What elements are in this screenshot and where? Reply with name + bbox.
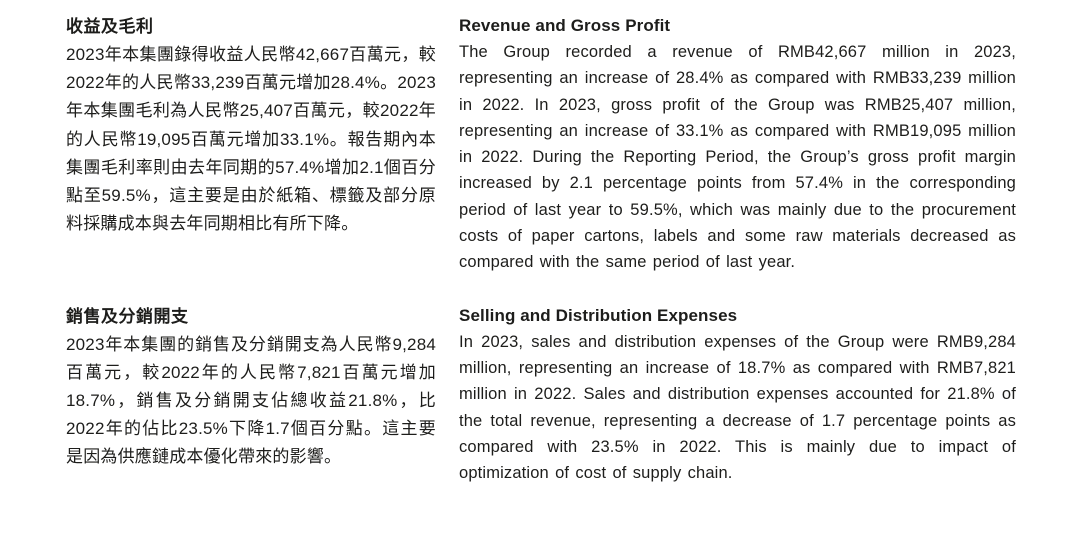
section-revenue-gross-profit-zh: 收益及毛利 2023年本集團錄得收益人民幣42,667百萬元，較2022年的人民… — [66, 13, 436, 276]
section-heading-zh: 收益及毛利 — [66, 17, 154, 36]
section-selling-distribution-en: Selling and Distribution Expenses In 202… — [459, 303, 1016, 487]
section-body-en: In 2023, sales and distribution expenses… — [459, 332, 1016, 483]
section-heading-en: Selling and Distribution Expenses — [459, 305, 738, 325]
section-revenue-gross-profit-en: Revenue and Gross Profit The Group recor… — [459, 13, 1016, 276]
section-body-zh: 2023年本集團錄得收益人民幣42,667百萬元，較2022年的人民幣33,23… — [66, 45, 436, 234]
section-body-en: The Group recorded a revenue of RMB42,66… — [459, 43, 1016, 272]
section-heading-en: Revenue and Gross Profit — [459, 16, 671, 35]
bilingual-text-grid: 收益及毛利 2023年本集團錄得收益人民幣42,667百萬元，較2022年的人民… — [66, 13, 1016, 486]
section-heading-zh: 銷售及分銷開支 — [66, 306, 189, 326]
section-selling-distribution-zh: 銷售及分銷開支 2023年本集團的銷售及分銷開支為人民幣9,284百萬元，較20… — [66, 303, 436, 487]
section-body-zh: 2023年本集團的銷售及分銷開支為人民幣9,284百萬元，較2022年的人民幣7… — [66, 334, 436, 467]
